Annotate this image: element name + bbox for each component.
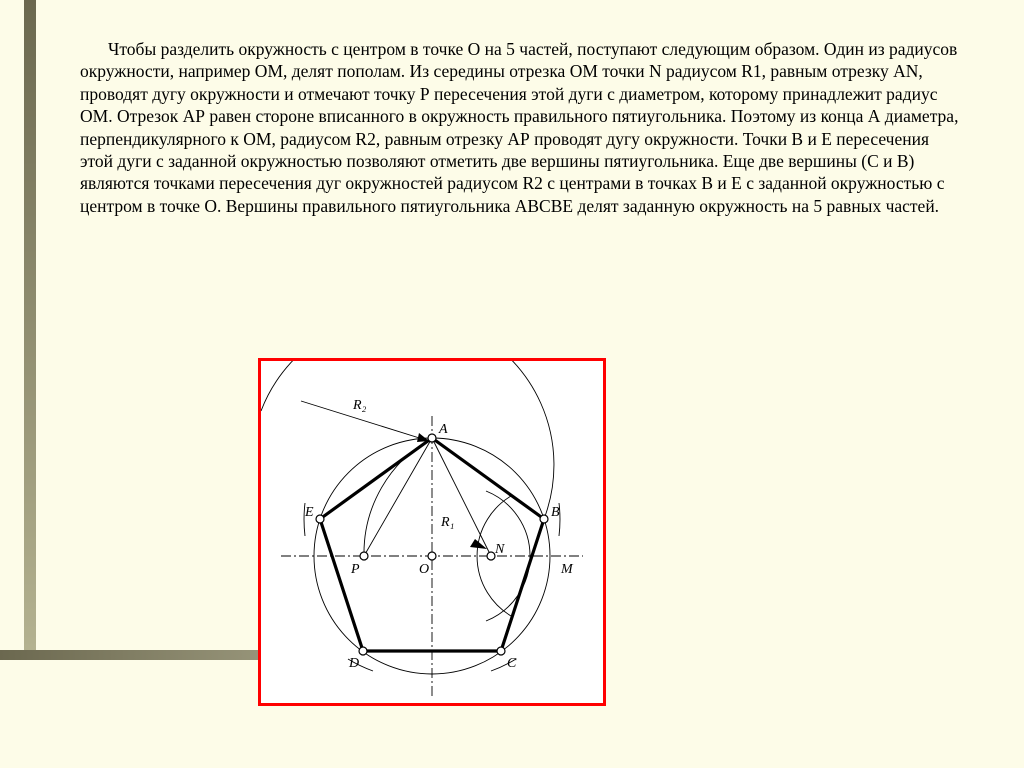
label-M: M (560, 562, 574, 577)
body-paragraph: Чтобы разделить окружность с центром в т… (80, 38, 960, 217)
pentagon-construction-svg: A B C D E O M N P R₁ R₂ (261, 361, 603, 703)
label-R1: R₁ (440, 515, 454, 530)
label-P: P (350, 562, 360, 577)
label-E: E (304, 505, 314, 520)
label-C: C (507, 656, 517, 671)
label-B: B (551, 505, 560, 520)
label-D: D (348, 656, 359, 671)
text-content: Чтобы разделить окружность с центром в т… (80, 38, 960, 217)
slide-side-gradient (24, 0, 36, 650)
label-O: O (419, 562, 429, 577)
label-N: N (494, 542, 505, 557)
label-A: A (438, 422, 448, 437)
label-R2: R₂ (352, 398, 367, 413)
geometry-figure-frame: A B C D E O M N P R₁ R₂ (258, 358, 606, 706)
